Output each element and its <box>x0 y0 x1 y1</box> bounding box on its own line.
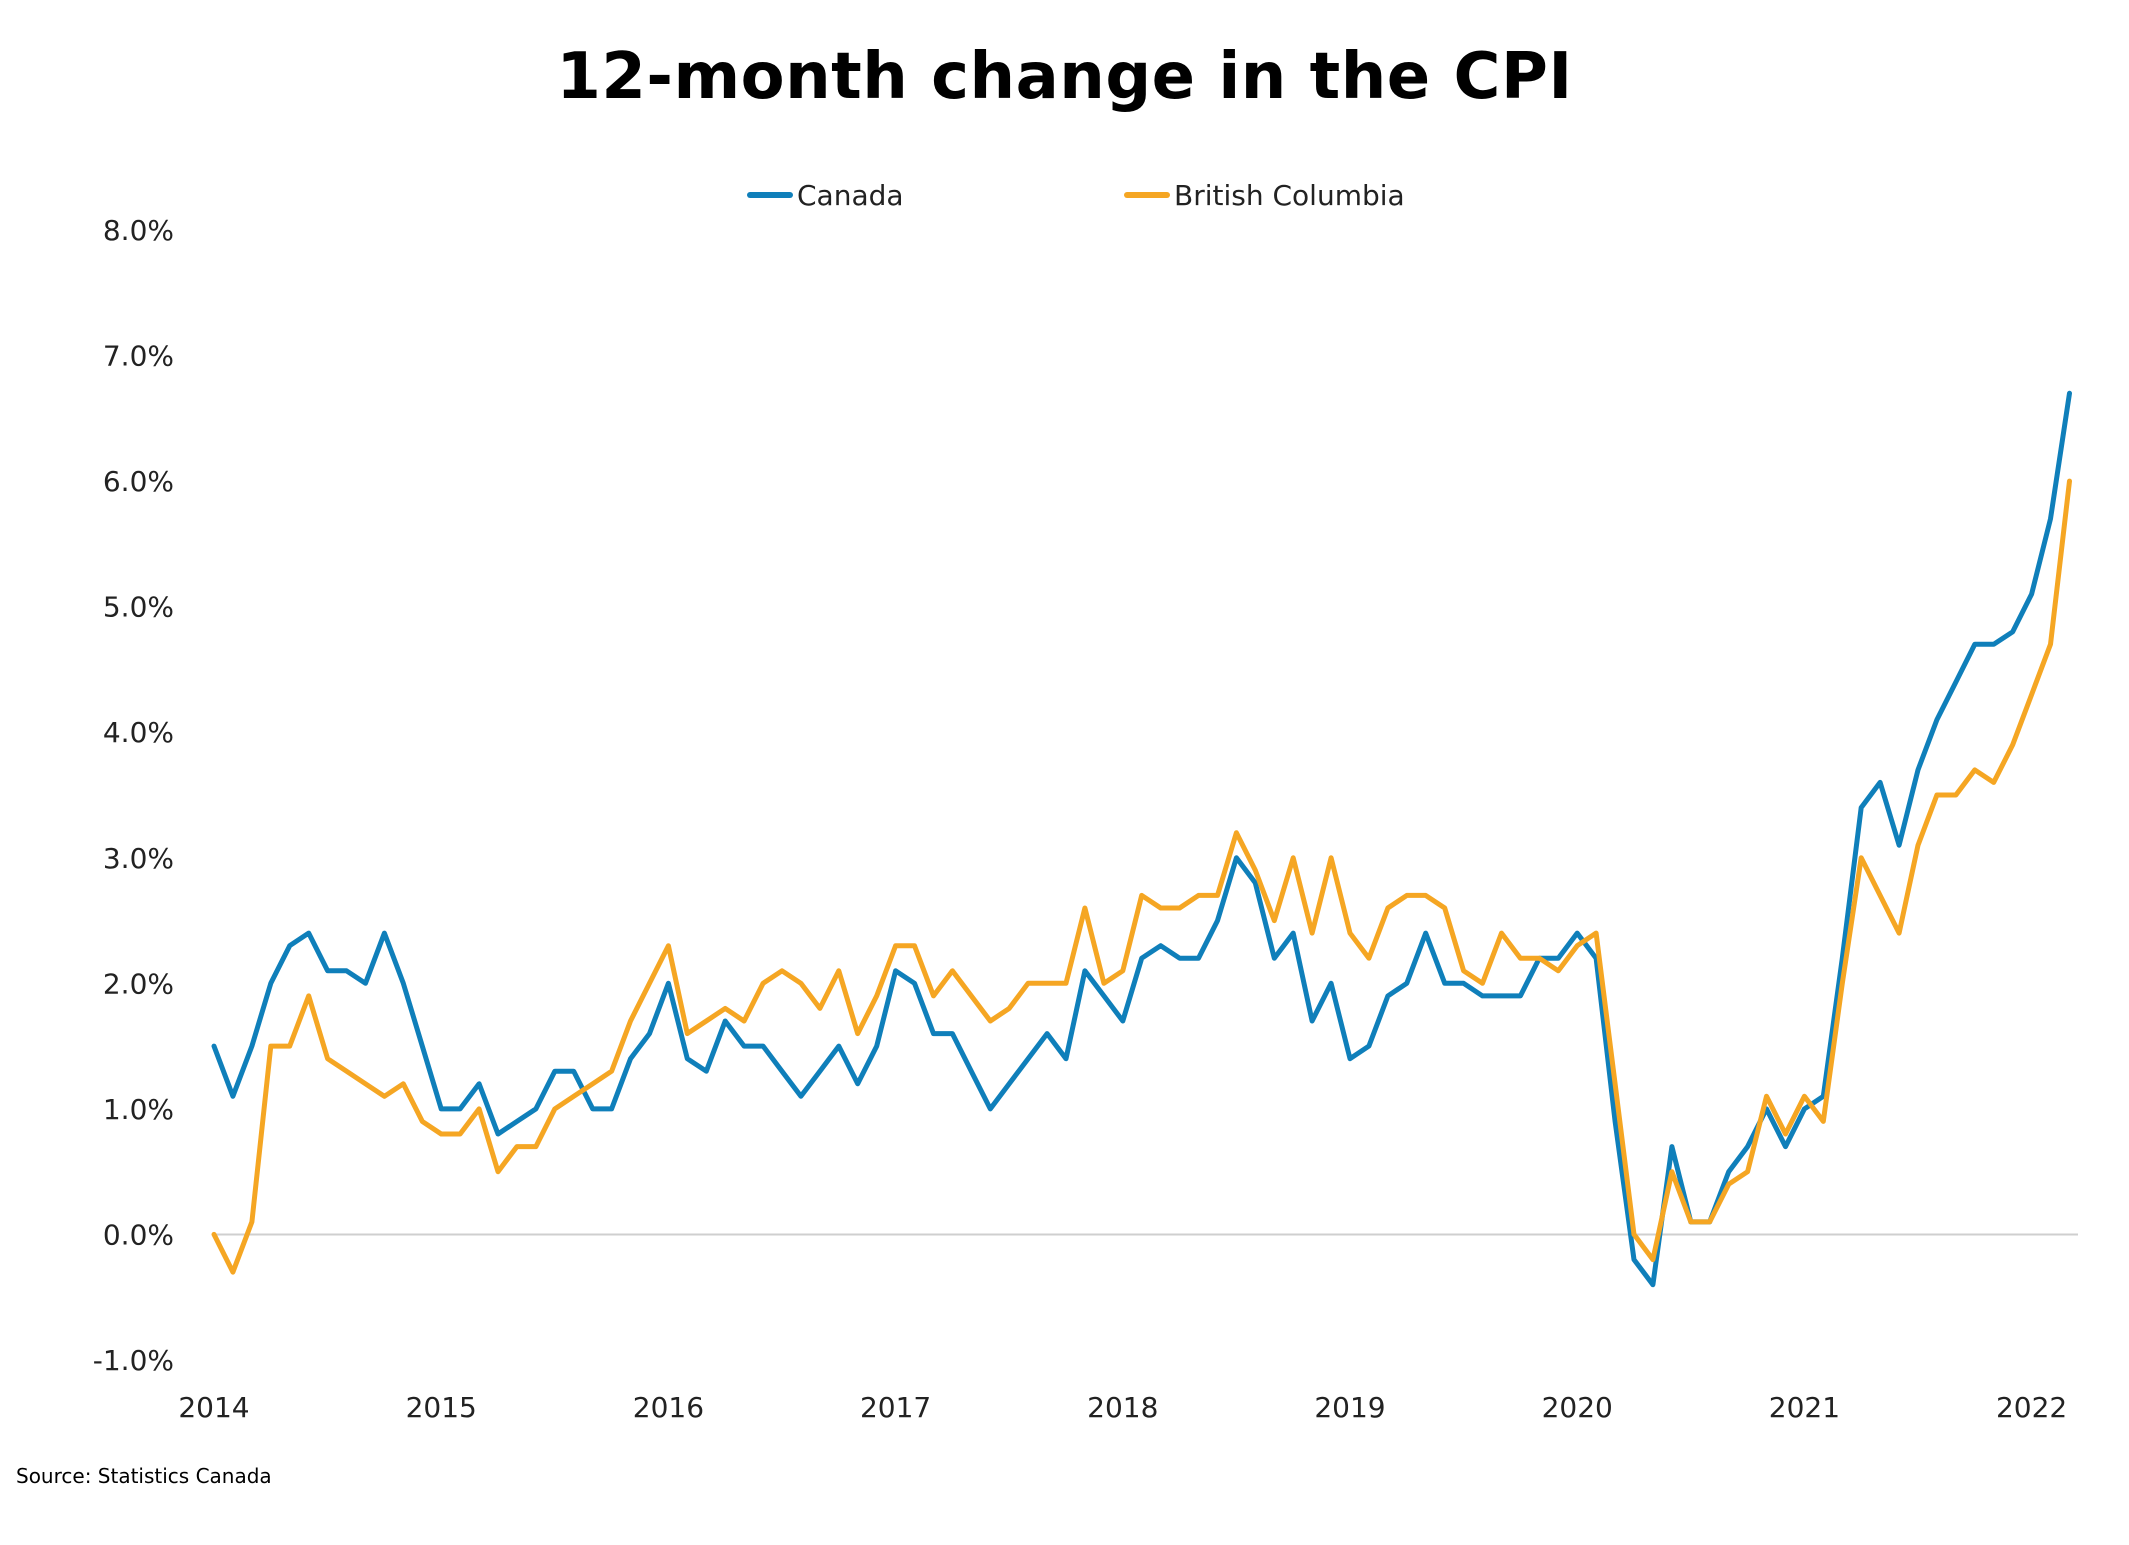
y-tick-label: -1.0% <box>93 1344 174 1377</box>
y-tick-label: 2.0% <box>103 967 174 1000</box>
legend-label-canada: Canada <box>797 178 904 212</box>
x-tick-label: 2021 <box>1769 1391 1840 1424</box>
legend-item-british-columbia: British Columbia <box>1124 170 1405 220</box>
y-tick-label: 0.0% <box>103 1218 174 1251</box>
x-tick-label: 2015 <box>406 1391 477 1424</box>
x-tick-label: 2019 <box>1314 1391 1385 1424</box>
legend-label-british-columbia: British Columbia <box>1174 178 1405 212</box>
y-tick-label: 5.0% <box>103 591 174 624</box>
y-tick-label: 7.0% <box>103 340 174 373</box>
legend-item-canada: Canada <box>747 170 904 220</box>
source-note: Source: Statistics Canada <box>16 1464 272 1488</box>
legend: Canada British Columbia <box>0 170 2129 220</box>
legend-swatch-british-columbia <box>1124 192 1170 198</box>
y-tick-label: 3.0% <box>103 842 174 875</box>
series-line-british-columbia <box>211 478 2072 1275</box>
chart-title: 12-month change in the CPI <box>556 40 1573 114</box>
y-tick-label: 1.0% <box>103 1093 174 1126</box>
legend-swatch-canada <box>747 192 793 198</box>
x-tick-label: 2022 <box>1996 1391 2067 1424</box>
y-tick-label: 6.0% <box>103 465 174 498</box>
y-tick-label: 8.0% <box>103 214 174 247</box>
y-tick-label: 4.0% <box>103 716 174 749</box>
x-tick-label: 2014 <box>178 1391 249 1424</box>
x-tick-label: 2018 <box>1087 1391 1158 1424</box>
x-tick-label: 2020 <box>1542 1391 1613 1424</box>
x-tick-label: 2017 <box>860 1391 931 1424</box>
x-tick-label: 2016 <box>633 1391 704 1424</box>
